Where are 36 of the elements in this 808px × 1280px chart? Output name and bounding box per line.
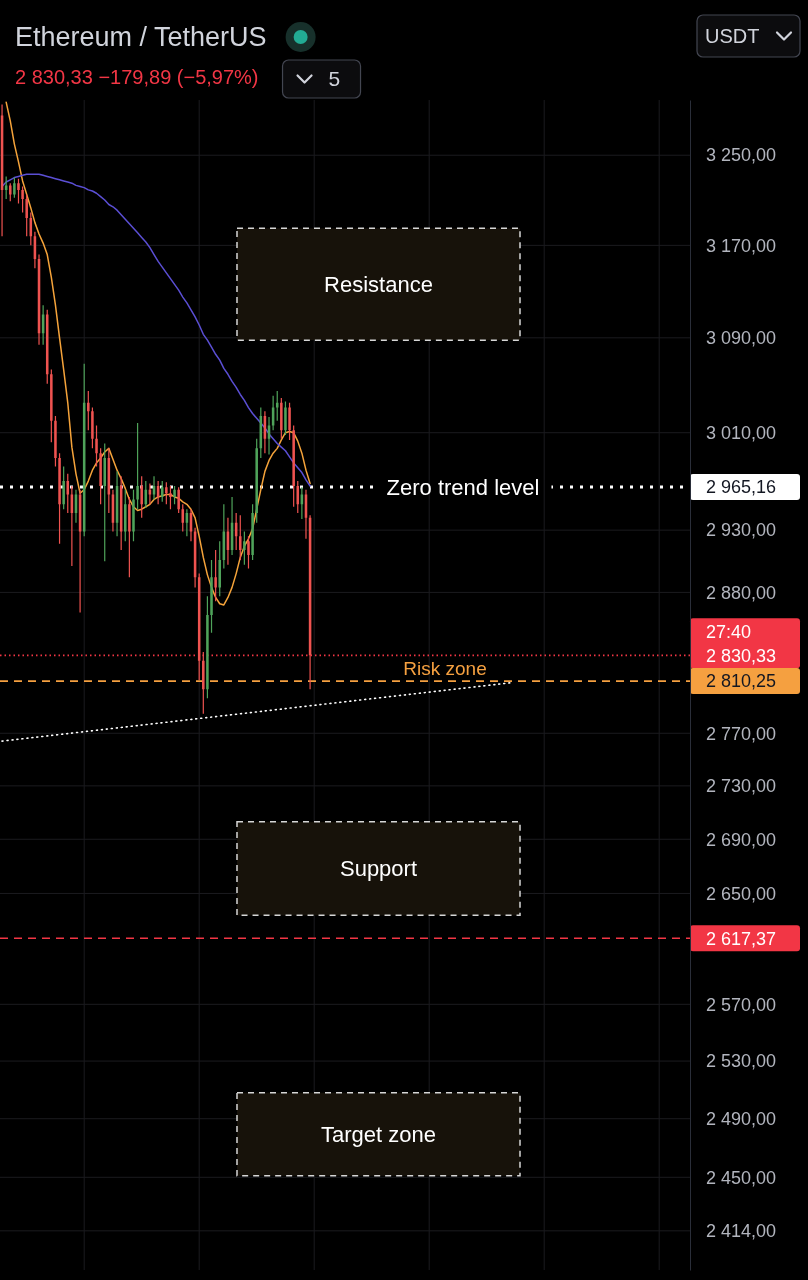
- y-tick-label: 2 930,00: [706, 520, 777, 541]
- y-tick-label: 2 490,00: [706, 1108, 777, 1129]
- candlestick: [78, 489, 82, 613]
- y-tick-label: 2 530,00: [706, 1051, 777, 1072]
- y-tick-label: 2 450,00: [706, 1167, 777, 1188]
- y-tick-label: 2 650,00: [706, 883, 777, 904]
- y-tick-label: 3 250,00: [706, 145, 777, 166]
- band-label: Target zone: [321, 1121, 436, 1147]
- chart-subtitle: 2 830,33 −179,89 (−5,97%): [15, 66, 259, 88]
- band-label: Support: [339, 856, 418, 882]
- ref-line-label: 2 617,37: [706, 928, 777, 949]
- y-tick-label: 3 090,00: [706, 328, 777, 349]
- y-tick-label: 2 570,00: [706, 994, 777, 1015]
- ref-line-label: 2 830,33: [706, 645, 777, 666]
- y-tick-label: 2 770,00: [706, 723, 777, 744]
- y-tick-label: 2 730,00: [706, 776, 777, 797]
- candlestick: [226, 517, 230, 565]
- interval-dropdown: 5: [281, 59, 362, 99]
- y-tick-label: 3 170,00: [706, 235, 777, 256]
- ref-line-label: Risk zone: [403, 658, 487, 680]
- ref-line-label: Zero trend level: [386, 474, 540, 500]
- y-tick-label: 2 690,00: [706, 829, 777, 850]
- y-tick-label: 2 880,00: [706, 582, 777, 603]
- y-tick-label: 2 810,25: [706, 671, 777, 692]
- line-series: [1, 173, 311, 487]
- line-series: [5, 101, 311, 606]
- y-tick-label: 2 965,16: [706, 477, 777, 498]
- text: 27:40: [706, 621, 752, 642]
- y-tick-label: 2 414,00: [706, 1221, 777, 1242]
- candlestick: [152, 476, 156, 500]
- currency-dropdown: USDT: [696, 14, 801, 58]
- candlestick: [148, 483, 152, 505]
- y-tick-label: 3 010,00: [706, 422, 777, 443]
- band-label: Resistance: [324, 271, 433, 297]
- chart-title: Ethereum / TetherUS: [15, 22, 267, 52]
- candlestick: [267, 417, 271, 455]
